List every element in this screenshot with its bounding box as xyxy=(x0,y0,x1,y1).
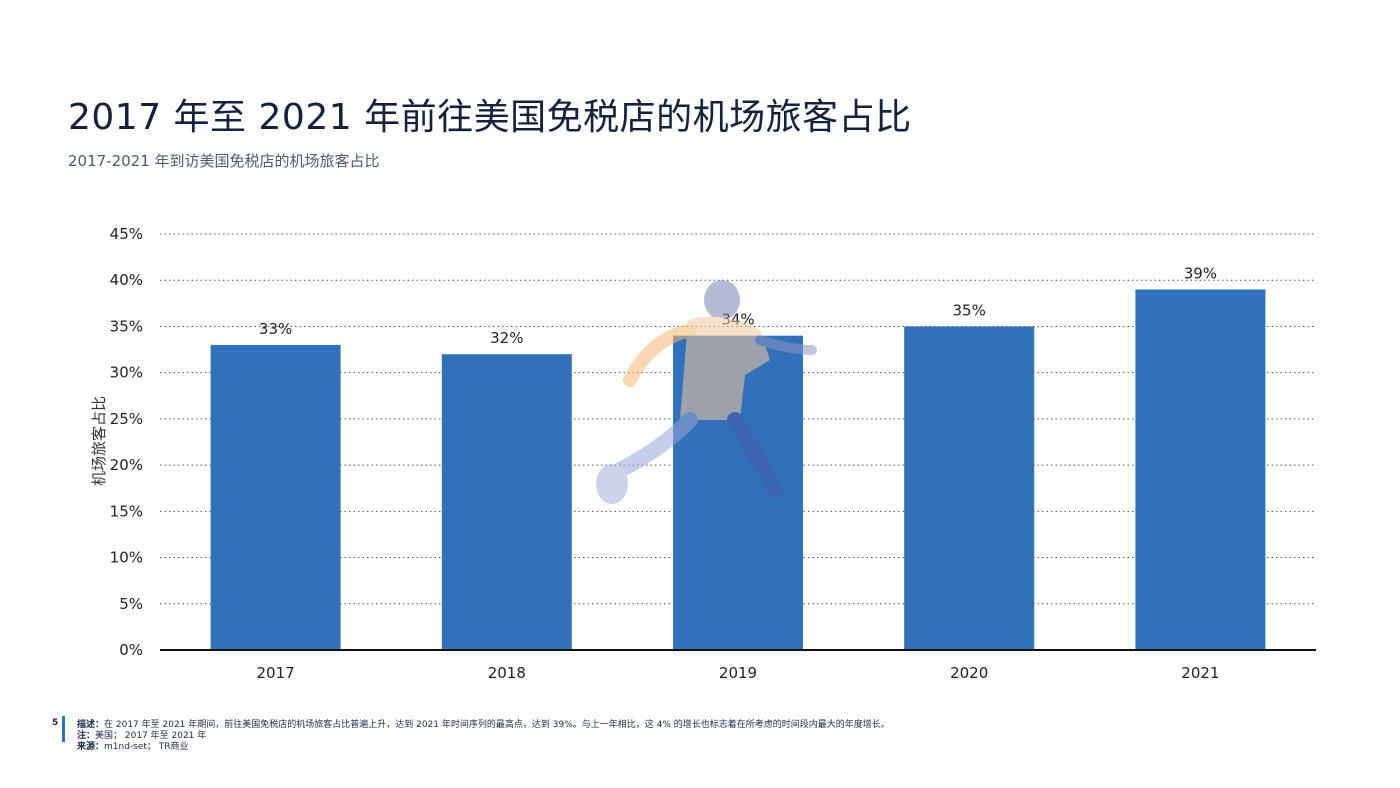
y-tick-label: 45% xyxy=(110,225,143,243)
data-label: 33% xyxy=(259,320,292,338)
bar xyxy=(1135,289,1266,650)
y-tick-label: 5% xyxy=(119,595,143,613)
note-label: 注： xyxy=(77,731,96,741)
gridlines xyxy=(160,233,1316,605)
y-tick-label: 10% xyxy=(110,549,143,567)
data-label: 32% xyxy=(490,329,523,347)
y-tick-label: 15% xyxy=(110,502,143,520)
description-text: 在 2017 年至 2021 年期间，前往美国免税店的机场旅客占比普遍上升，达到… xyxy=(104,720,890,730)
footer-text: 描述：在 2017 年至 2021 年期间，前往美国免税店的机场旅客占比普遍上升… xyxy=(77,720,890,753)
running-person-watermark xyxy=(596,280,817,504)
footer-description: 描述：在 2017 年至 2021 年期间，前往美国免税店的机场旅客占比普遍上升… xyxy=(77,720,890,731)
x-tick-label: 2019 xyxy=(719,664,757,682)
bar xyxy=(441,354,572,650)
footer-note: 注：美国； 2017 年至 2021 年 xyxy=(77,731,890,742)
y-tick-label: 30% xyxy=(110,364,143,382)
note-text: 美国； 2017 年至 2021 年 xyxy=(95,731,207,741)
page-title: 2017 年至 2021 年前往美国免税店的机场旅客占比 xyxy=(68,97,912,138)
footer-accent-bar xyxy=(62,716,65,742)
page-subtitle: 2017-2021 年到访美国免税店的机场旅客占比 xyxy=(68,152,380,170)
data-label: 35% xyxy=(953,301,986,319)
y-axis-label: 机场旅客占比 xyxy=(90,396,108,486)
x-axis-ticks: 2017 2018 2019 2020 2021 xyxy=(257,664,1220,682)
bar xyxy=(904,326,1035,650)
source-label: 来源： xyxy=(77,742,105,752)
y-tick-label: 0% xyxy=(119,641,143,659)
bar xyxy=(210,344,341,650)
data-labels: 33%32%34%35%39% xyxy=(259,264,1217,347)
footer-source: 来源：m1nd-set； TR商业 xyxy=(77,742,890,753)
description-label: 描述： xyxy=(77,720,105,730)
x-tick-label: 2020 xyxy=(950,664,988,682)
y-axis-ticks: 0% 5% 10% 15% 20% 25% 30% 35% 40% 45% xyxy=(110,225,143,659)
y-tick-label: 40% xyxy=(110,271,143,289)
x-tick-label: 2021 xyxy=(1181,664,1219,682)
y-tick-label: 20% xyxy=(110,456,143,474)
page-number: 5 xyxy=(52,718,59,728)
source-text: m1nd-set； TR商业 xyxy=(104,742,189,752)
y-tick-label: 35% xyxy=(110,317,143,335)
x-tick-label: 2017 xyxy=(257,664,295,682)
x-tick-label: 2018 xyxy=(488,664,526,682)
y-tick-label: 25% xyxy=(110,410,143,428)
data-label: 39% xyxy=(1184,264,1217,282)
